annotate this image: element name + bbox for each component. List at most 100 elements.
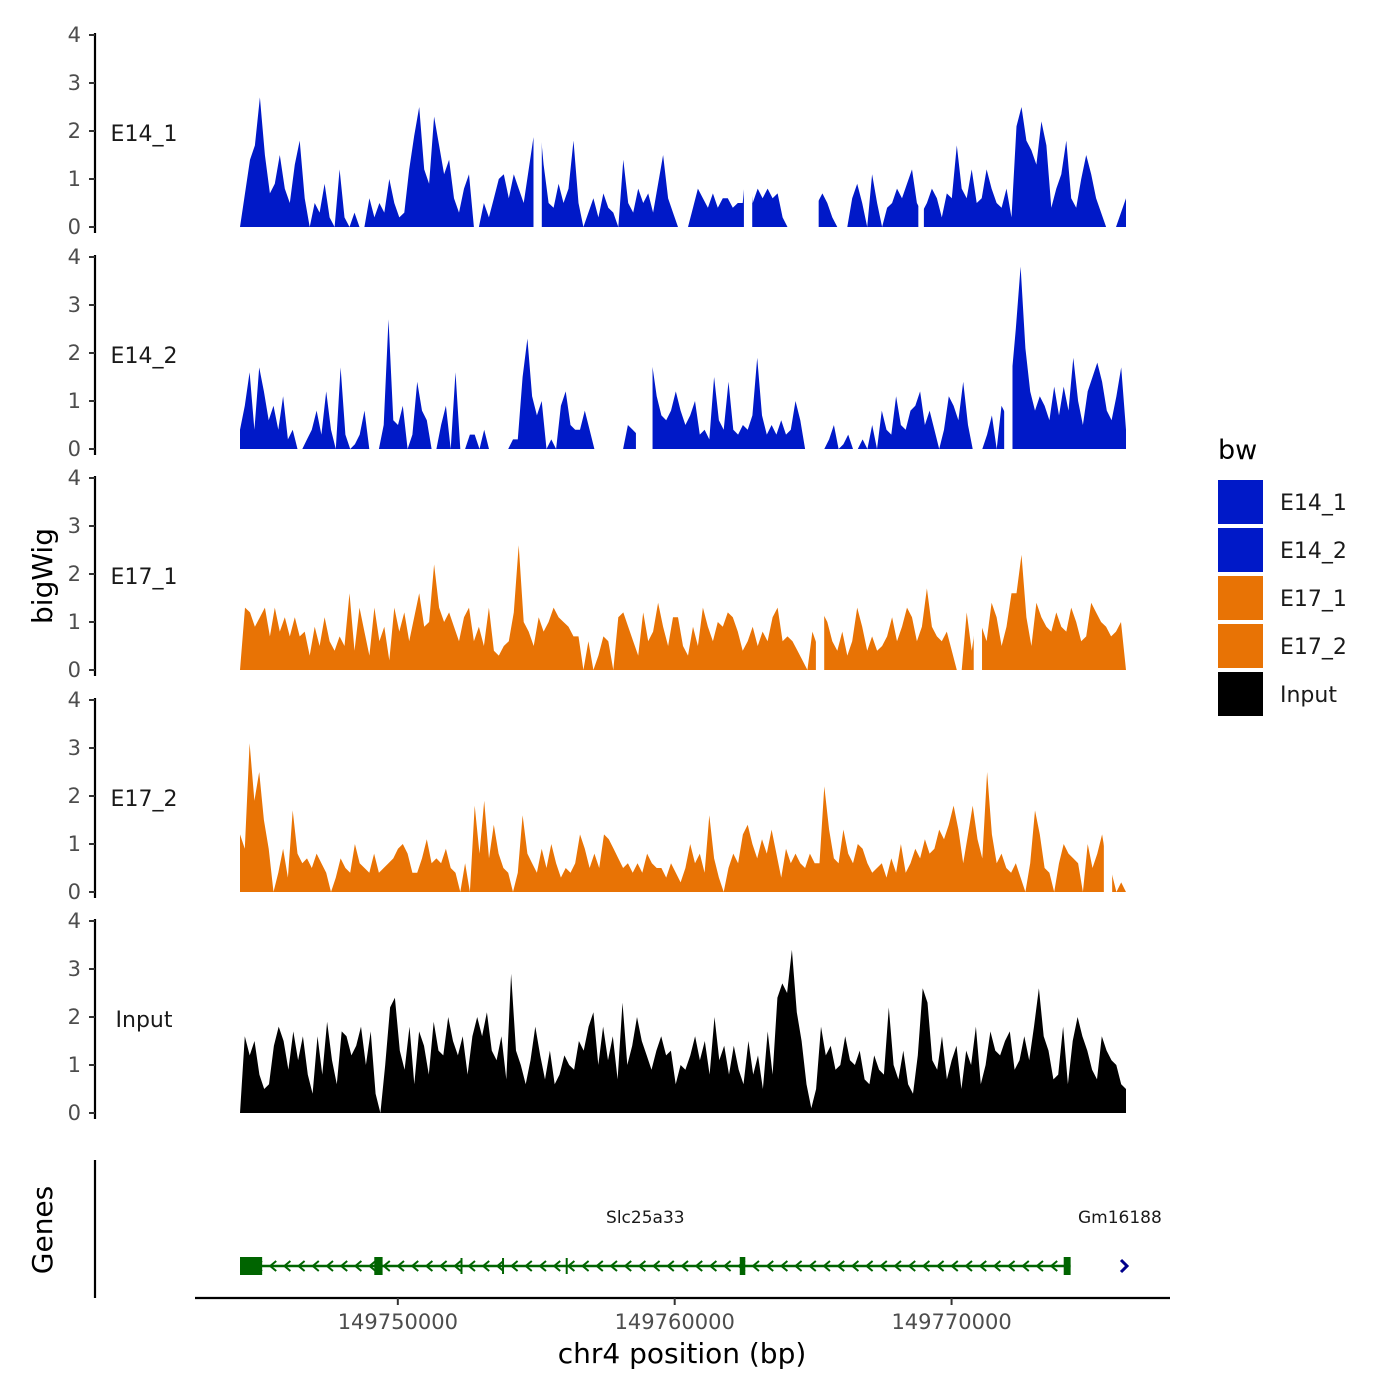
x-tick-label: 149750000: [338, 1310, 458, 1334]
x-axis-title: chr4 position (bp): [558, 1337, 807, 1370]
legend-swatch-e14-2: [1218, 528, 1263, 572]
y-tick-label: 4: [68, 909, 81, 933]
y-tick-label: 1: [68, 167, 81, 191]
gene-strand-arrow: [992, 1260, 1002, 1272]
gene-label: Gm16188: [1078, 1208, 1162, 1228]
legend-label: E14_1: [1280, 491, 1347, 516]
gene-strand-arrow: [368, 1260, 377, 1272]
gene-strand-arrow: [694, 1260, 703, 1272]
gene-strand-arrow: [609, 1260, 618, 1272]
coverage-tracks: 0 1 2 3 4 E14_1 0 1 2 3 4 E14_2 0 1 2 3 4 E17_1 0 1 2 3 4 E17_2…: [68, 23, 1126, 1125]
legend-label: E17_1: [1280, 587, 1347, 612]
y-tick-label: 1: [68, 1053, 81, 1077]
coverage-gap: [533, 31, 542, 228]
genes-axis-title: Genes: [26, 1186, 59, 1274]
coverage-gap: [635, 253, 653, 450]
gene-strand-arrow: [936, 1260, 945, 1272]
gene-strand-arrow: [893, 1260, 902, 1272]
gene-strand-arrow: [268, 1260, 277, 1272]
gene-strand-arrow: [637, 1260, 647, 1272]
gene-strand-arrow: [282, 1260, 292, 1272]
gene-strand-arrow: [410, 1260, 419, 1272]
track-label: E17_2: [111, 787, 178, 812]
y-axis-title: bigWig: [26, 528, 59, 624]
gene-strand-arrow: [879, 1260, 888, 1272]
coverage-gap: [802, 31, 819, 228]
y-tick-label: 4: [68, 245, 81, 269]
legend-label: E14_2: [1280, 539, 1347, 564]
track-input: 0 1 2 3 4 Input: [68, 909, 1126, 1125]
gene-strand-arrow: [1049, 1260, 1058, 1272]
legend: bw E14_1 E14_2 E17_1 E17_2 Input: [1218, 435, 1347, 716]
track-label: Input: [116, 1008, 173, 1033]
legend-swatch-e14-1: [1218, 480, 1263, 524]
coverage-gap: [1004, 253, 1013, 450]
gene-strand-arrow: [921, 1260, 931, 1272]
y-tick-label: 4: [68, 466, 81, 490]
y-tick-label: 1: [68, 832, 81, 856]
gene-strand-arrow: [396, 1260, 405, 1272]
gene-strand-arrow: [1035, 1260, 1044, 1272]
x-axis: 149750000 149760000 149770000: [195, 1296, 1170, 1334]
gene-strand-arrow: [1007, 1260, 1016, 1272]
y-tick-label: 0: [68, 437, 81, 461]
track-e17-1: 0 1 2 3 4 E17_1: [68, 466, 1126, 682]
y-tick-label: 2: [68, 562, 81, 586]
gene-strand-arrow: [666, 1260, 675, 1272]
gene-exon: [1063, 1257, 1071, 1275]
gene-strand-arrow: [680, 1260, 689, 1272]
gene-label: Slc25a33: [606, 1208, 685, 1228]
gene-strand-arrow: [623, 1260, 632, 1272]
x-tick-label: 149770000: [891, 1310, 1011, 1334]
gene-strand-arrow: [581, 1260, 590, 1272]
gene-strand-arrow: [510, 1260, 519, 1272]
gene-strand-arrow: [907, 1260, 916, 1272]
y-tick-label: 0: [68, 215, 81, 239]
coverage-gap: [813, 253, 822, 450]
gene-strand-arrow: [467, 1260, 476, 1272]
y-tick-label: 3: [68, 514, 81, 538]
gene-strand-arrow: [297, 1260, 306, 1272]
coverage-area-input: [240, 949, 1126, 1113]
gene-strand-arrow: [652, 1260, 661, 1272]
legend-swatch-e17-1: [1218, 576, 1263, 620]
gene-strand-arrow: [339, 1260, 348, 1272]
gene-strand-arrow: [495, 1260, 505, 1272]
gene-strand-arrow: [595, 1260, 604, 1272]
y-tick-label: 1: [68, 610, 81, 634]
coverage-area-e17-2: [240, 743, 1126, 892]
legend-swatch-e17-2: [1218, 624, 1263, 668]
gene-exon: [240, 1257, 263, 1275]
gene-slc25a33: Slc25a33: [240, 1208, 1071, 1275]
coverage-area-e14-1: [240, 97, 1126, 228]
track-label: E14_2: [111, 344, 178, 369]
coverage-area-e14-2: [240, 266, 1126, 449]
coverage-gap: [815, 474, 825, 671]
gene-exon: [374, 1257, 383, 1275]
y-tick-label: 4: [68, 23, 81, 47]
y-tick-label: 3: [68, 293, 81, 317]
gene-strand-arrow: [538, 1260, 547, 1272]
track-e14-2: 0 1 2 3 4 E14_2: [68, 245, 1126, 461]
track-e17-2: 0 1 2 3 4 E17_2: [68, 688, 1126, 904]
gene-strand-arrow: [382, 1260, 391, 1272]
legend-title: bw: [1218, 435, 1257, 466]
gene-strand-arrow: [524, 1260, 533, 1272]
y-tick-label: 3: [68, 71, 81, 95]
gene-strand-arrow: [808, 1260, 817, 1272]
track-label: E17_1: [111, 565, 178, 590]
y-tick-label: 3: [68, 957, 81, 981]
y-tick-label: 2: [68, 119, 81, 143]
gene-strand-arrow: [708, 1260, 718, 1272]
legend-label: E17_2: [1280, 635, 1347, 660]
gene-strand-arrow: [481, 1260, 490, 1272]
y-tick-label: 2: [68, 784, 81, 808]
gene-strand-arrow: [765, 1260, 774, 1272]
track-e14-1: 0 1 2 3 4 E14_1: [68, 23, 1126, 239]
y-tick-label: 0: [68, 880, 81, 904]
y-tick-label: 1: [68, 389, 81, 413]
gene-strand-arrow: [353, 1260, 363, 1272]
gene-strand-arrow: [1119, 1258, 1130, 1274]
gene-strand-arrow: [964, 1260, 973, 1272]
